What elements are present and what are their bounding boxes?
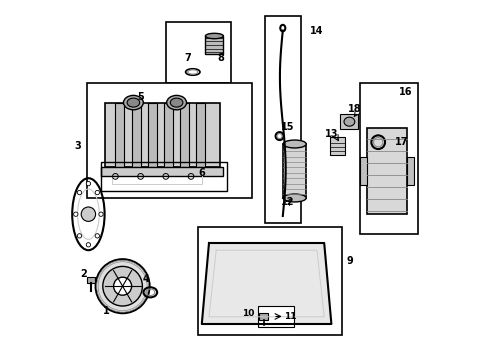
Circle shape [81,207,96,221]
FancyBboxPatch shape [258,306,294,327]
Text: 16: 16 [398,87,412,97]
Ellipse shape [171,98,183,107]
Bar [104,103,220,167]
Text: 17: 17 [395,137,408,147]
Circle shape [77,234,82,238]
FancyBboxPatch shape [198,227,342,335]
Text: 18: 18 [348,104,362,114]
Ellipse shape [205,33,223,39]
Text: 15: 15 [281,122,294,132]
Bar [164,103,173,167]
Text: 7: 7 [184,53,191,63]
Text: 5: 5 [137,92,144,102]
Bar [101,167,223,176]
FancyBboxPatch shape [166,22,231,83]
Circle shape [95,234,99,238]
Circle shape [95,190,99,195]
Bar [180,103,189,167]
Circle shape [74,212,78,216]
Text: 13: 13 [325,129,338,139]
Text: 1: 1 [103,306,110,316]
Circle shape [114,277,132,295]
Bar [196,103,205,167]
Text: 12: 12 [281,197,294,207]
FancyBboxPatch shape [265,16,301,223]
Text: 6: 6 [198,168,205,178]
Text: 9: 9 [346,256,353,266]
Bar [116,103,124,167]
Circle shape [99,212,103,216]
Circle shape [103,266,143,306]
Circle shape [86,181,91,186]
Bar [259,313,268,320]
Text: 11: 11 [284,312,296,321]
Bar [205,36,223,54]
Text: 4: 4 [143,274,149,284]
Bar [283,144,306,198]
Bar [87,277,95,283]
Ellipse shape [344,117,355,126]
Bar [360,157,368,185]
Ellipse shape [283,140,306,148]
Text: 10: 10 [243,309,255,318]
Bar [112,169,202,184]
Ellipse shape [123,95,143,110]
Text: 2: 2 [80,269,87,279]
FancyBboxPatch shape [87,83,252,198]
Polygon shape [202,243,331,324]
Circle shape [96,259,149,313]
Bar [368,128,407,214]
FancyBboxPatch shape [360,83,418,234]
Circle shape [77,190,82,195]
Circle shape [86,243,91,247]
Bar [132,103,141,167]
Text: 14: 14 [310,26,324,36]
Bar [148,103,157,167]
Bar [341,114,358,129]
Text: 8: 8 [217,53,224,63]
Text: 3: 3 [74,141,81,151]
Ellipse shape [127,98,140,107]
Bar [330,137,345,155]
Bar [101,162,227,191]
Ellipse shape [167,95,187,110]
Bar [407,157,414,185]
Ellipse shape [283,194,306,202]
